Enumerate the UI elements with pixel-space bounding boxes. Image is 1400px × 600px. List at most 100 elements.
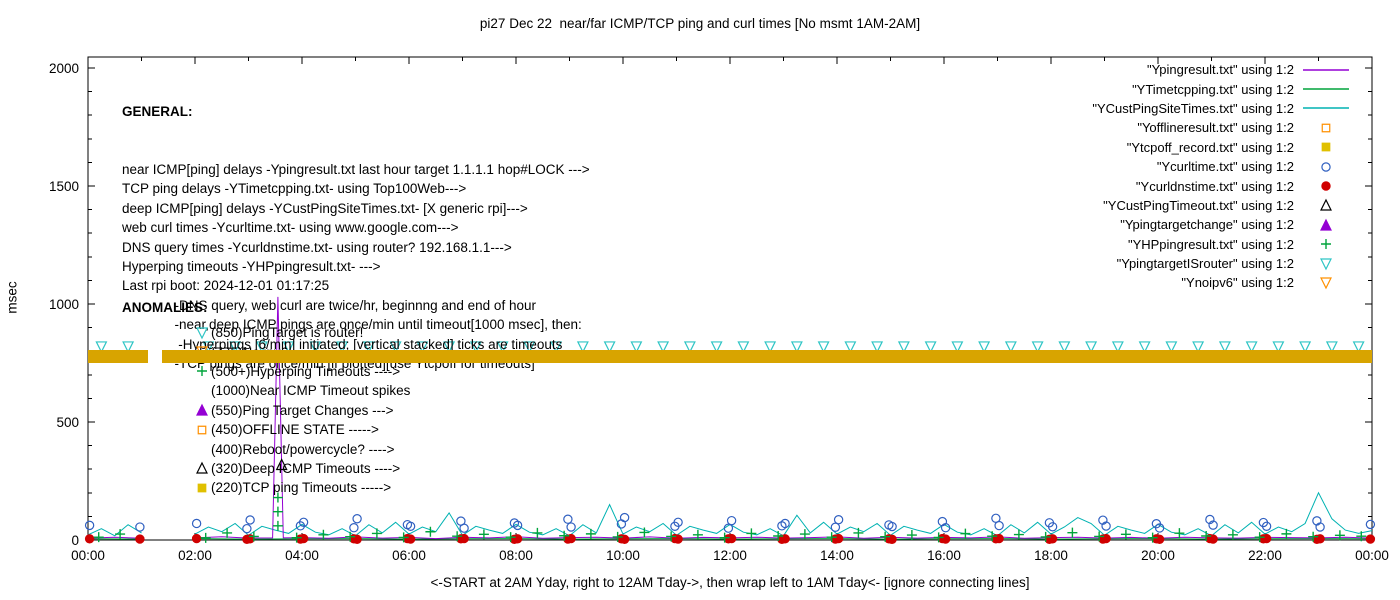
triangle-up-open-icon xyxy=(1320,199,1332,212)
anomalies-header: ANOMALIES: xyxy=(122,300,208,315)
triangle-down-open-icon xyxy=(196,327,208,340)
legend-label: "Ynoipv6" using 1:2 xyxy=(1181,275,1294,291)
legend-entry: "Ynoipv6" using 1:2 xyxy=(1092,273,1352,292)
triangle-down-open-icon xyxy=(1320,277,1332,290)
general-line: DNS query times -Ycurldnstime.txt- using… xyxy=(122,239,512,255)
anomaly-marker xyxy=(194,364,211,378)
x-tick-label: 02:00 xyxy=(178,548,212,563)
anomaly-entry: (400)Reboot/powercycle? ----> xyxy=(194,439,614,458)
series-YHPpingresult.txt xyxy=(93,492,1367,543)
line-icon xyxy=(1303,107,1349,110)
anomaly-entry: (775)No ipv6! ----> xyxy=(194,342,614,361)
square-open-icon xyxy=(197,425,207,434)
anomaly-text: (400)Reboot/powercycle? ----> xyxy=(211,441,395,457)
anomaly-entry: (500+)Hyperping Timeouts ----> xyxy=(194,362,614,381)
legend-sample xyxy=(1300,179,1352,193)
square-filled-icon xyxy=(1321,142,1331,152)
anomaly-marker xyxy=(194,442,211,456)
general-line: -Hyperpings [6/min] initiated; [vertical… xyxy=(122,336,563,352)
y-tick-label: 1500 xyxy=(49,179,79,194)
x-tick-label: 18:00 xyxy=(1034,548,1068,563)
legend-entry: "Ycurltime.txt" using 1:2 xyxy=(1092,157,1352,176)
legend-entry: "YCustPingSiteTimes.txt" using 1:2 xyxy=(1092,99,1352,118)
series-Ycurltime.txt xyxy=(84,512,1376,534)
triangle-up-filled-icon xyxy=(196,403,208,416)
legend-entry: "Ypingresult.txt" using 1:2 xyxy=(1092,60,1352,79)
legend-label: "Ypingtargetchange" using 1:2 xyxy=(1120,217,1294,233)
y-tick-label: 500 xyxy=(56,415,79,430)
legend-label: "YpingtargetISrouter" using 1:2 xyxy=(1116,256,1294,272)
legend-label: "Ytcpoff_record.txt" using 1:2 xyxy=(1126,139,1294,155)
x-tick-label: 12:00 xyxy=(713,548,747,563)
legend-label: "Ycurltime.txt" using 1:2 xyxy=(1156,159,1294,175)
plus-icon xyxy=(1321,239,1331,250)
anomaly-entries: (850)PingTarget is router! (775)No ipv6! … xyxy=(194,323,614,498)
x-tick-label: 16:00 xyxy=(927,548,961,563)
chart-title: pi27 Dec 22 near/far ICMP/TCP ping and c… xyxy=(479,16,921,31)
legend-sample xyxy=(1300,63,1352,77)
legend-sample xyxy=(1300,218,1352,232)
legend-sample xyxy=(1300,237,1352,251)
triangle-down-open-icon xyxy=(1320,257,1332,270)
anomaly-marker xyxy=(194,403,211,417)
legend-label: "Ypingresult.txt" using 1:2 xyxy=(1146,62,1294,78)
general-header: GENERAL: xyxy=(122,103,193,119)
general-lines: near ICMP[ping] delays -Ypingresult.txt … xyxy=(122,160,590,373)
anomaly-text: (775)No ipv6! ----> xyxy=(211,344,322,360)
legend-sample xyxy=(1300,198,1352,212)
y-tick-label: 0 xyxy=(71,533,79,548)
x-tick-label: 10:00 xyxy=(606,548,640,563)
legend-entry: "YHPpingresult.txt" using 1:2 xyxy=(1092,235,1352,254)
legend-entry: "Ytcpoff_record.txt" using 1:2 xyxy=(1092,138,1352,157)
x-axis-note: <-START at 2AM Yday, right to 12AM Tday-… xyxy=(430,575,1030,590)
anomaly-marker xyxy=(194,481,211,495)
anomaly-marker xyxy=(194,384,211,398)
legend-sample xyxy=(1300,82,1352,96)
general-notes: GENERAL: near ICMP[ping] delays -Ypingre… xyxy=(122,63,590,412)
legend-label: "YCustPingTimeout.txt" using 1:2 xyxy=(1103,197,1294,213)
legend-label: "YTimetcpping.txt" using 1:2 xyxy=(1132,81,1294,97)
square-filled-icon xyxy=(197,483,207,493)
anomaly-marker xyxy=(194,423,211,437)
legend-sample xyxy=(1300,257,1352,271)
x-tick-label: 14:00 xyxy=(820,548,854,563)
legend-label: "Ycurldnstime.txt" using 1:2 xyxy=(1135,178,1294,194)
x-tick-label: 22:00 xyxy=(1248,548,1282,563)
anomaly-entry: (220)TCP ping Timeouts -----> xyxy=(194,478,614,497)
general-line: Last rpi boot: 2024-12-01 01:17:25 xyxy=(122,278,330,294)
spacer xyxy=(194,384,210,398)
triangle-up-filled-icon xyxy=(1320,218,1332,231)
x-tick-label: 00:00 xyxy=(71,548,105,563)
x-tick-label: 04:00 xyxy=(285,548,319,563)
anomaly-marker xyxy=(194,326,211,340)
legend-sample xyxy=(1300,140,1352,154)
legend-label: "YHPpingresult.txt" using 1:2 xyxy=(1127,236,1294,252)
legend-entry: "YpingtargetISrouter" using 1:2 xyxy=(1092,254,1352,273)
anomaly-text: (320)Deep ICMP Timeouts ----> xyxy=(211,460,401,476)
legend-label: "Yofflineresult.txt" using 1:2 xyxy=(1137,120,1294,136)
general-line: -DNS query, web curl are twice/hr, begin… xyxy=(122,297,536,313)
spacer xyxy=(194,442,210,456)
anomaly-entry: (550)Ping Target Changes ---> xyxy=(194,401,614,420)
anomaly-text: (450)OFFLINE STATE -----> xyxy=(211,422,379,438)
legend-entry: "Ypingtargetchange" using 1:2 xyxy=(1092,215,1352,234)
line-icon xyxy=(1303,88,1349,90)
general-line: -near,deep ICMP pings are once/min until… xyxy=(122,317,582,333)
line-icon xyxy=(1303,68,1349,71)
y-axis-label: msec xyxy=(4,281,20,314)
general-line: near ICMP[ping] delays -Ypingresult.txt … xyxy=(122,162,590,178)
anomaly-entry: (1000)Near ICMP Timeout spikes xyxy=(194,381,614,400)
general-line: Hyperping timeouts -YHPpingresult.txt- -… xyxy=(122,259,381,275)
series-YpingtargetISrouter xyxy=(95,341,1365,354)
anomaly-text: (850)PingTarget is router! xyxy=(211,325,364,341)
anomaly-text: (550)Ping Target Changes ---> xyxy=(211,402,394,418)
legend-sample xyxy=(1300,121,1352,135)
x-tick-label: 20:00 xyxy=(1141,548,1175,563)
x-tick-label: 08:00 xyxy=(499,548,533,563)
general-line: deep ICMP[ping] delays -YCustPingSiteTim… xyxy=(122,200,528,216)
axis-tick-labels: 0 500 1000 1500 2000 00:00 02:00 04:00 06:00 08:0… xyxy=(49,61,1389,563)
circle-open-icon xyxy=(1321,161,1331,172)
x-tick-label: 00:00 xyxy=(1355,548,1389,563)
